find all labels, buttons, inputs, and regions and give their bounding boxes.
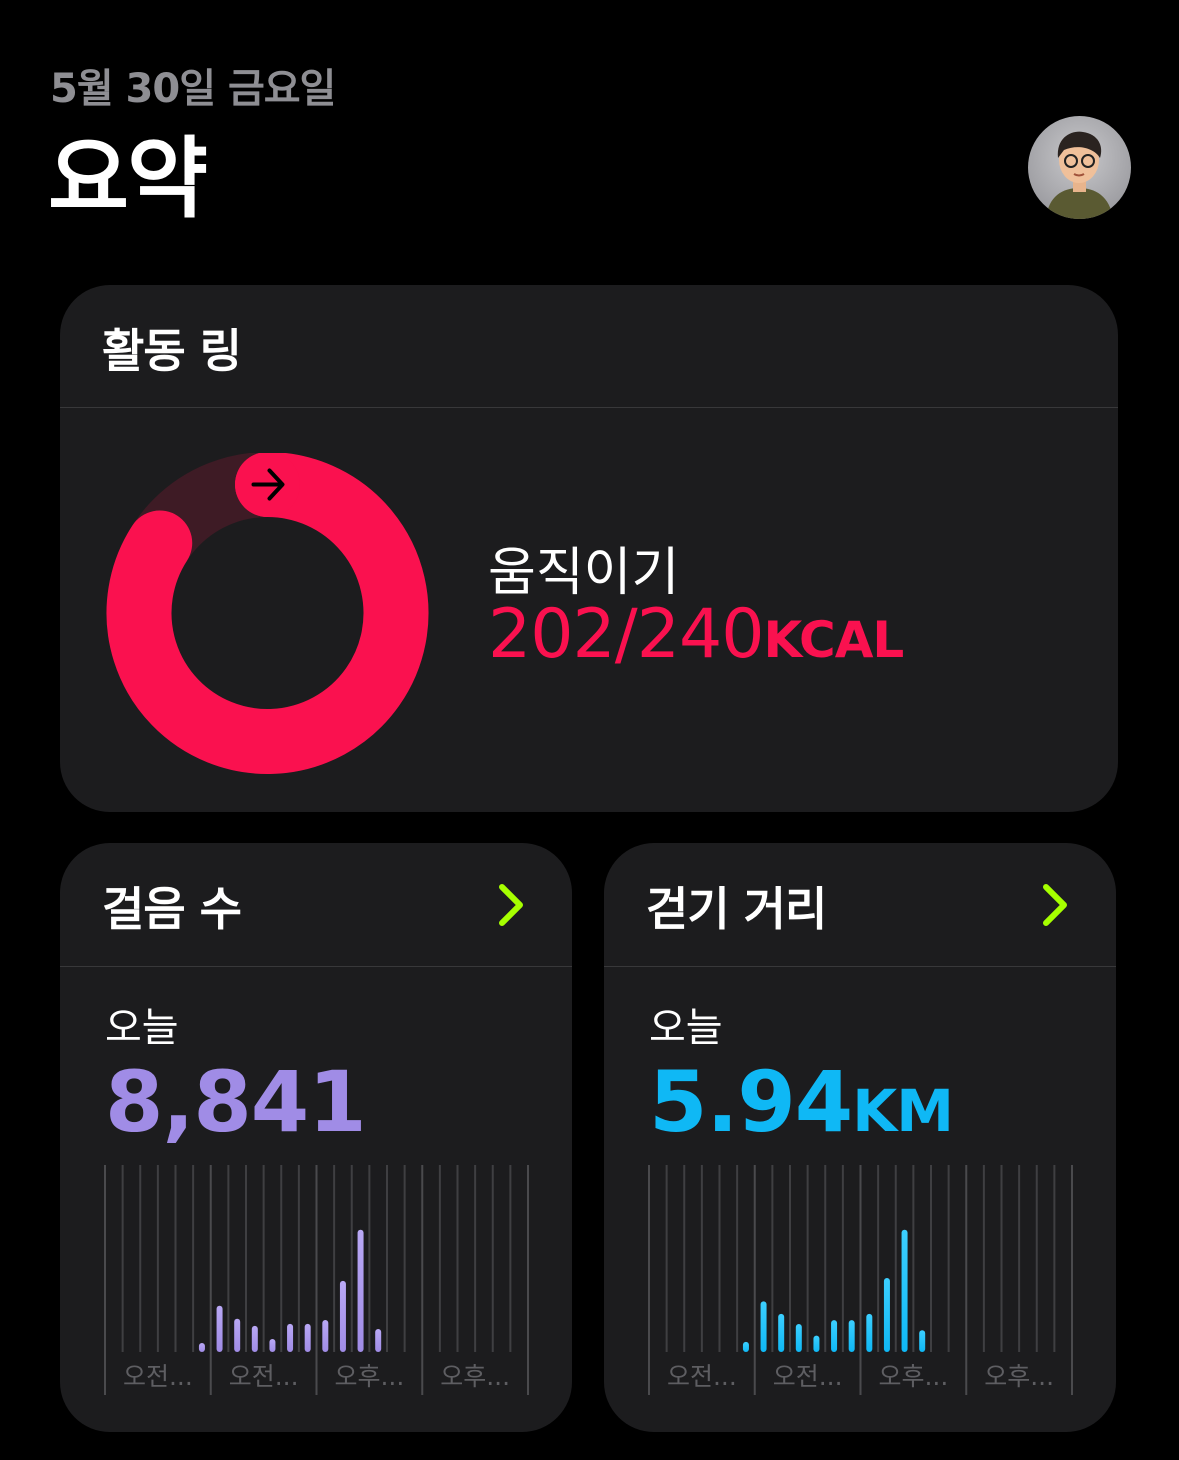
move-value: 202/240KCAL — [488, 595, 905, 674]
x-axis-label: 오후... — [334, 1362, 404, 1391]
chart-bar — [919, 1330, 926, 1352]
chart-bar — [251, 1325, 258, 1352]
chevron-right-icon[interactable] — [1036, 883, 1076, 927]
arrow-right-icon — [251, 468, 285, 501]
chart-bar — [778, 1313, 785, 1352]
chart-bar — [287, 1323, 294, 1352]
x-axis-label: 오후... — [878, 1362, 948, 1391]
chart-bar — [234, 1318, 241, 1352]
chart-bar — [357, 1229, 364, 1352]
distance-number: 5.94 — [649, 1053, 853, 1151]
chart-bar — [901, 1229, 908, 1352]
chart-bar — [795, 1323, 802, 1352]
card-header: 활동 링 — [60, 285, 1118, 408]
chart-bar — [866, 1313, 873, 1352]
steps-value: 8,841 — [105, 1053, 367, 1151]
chart-bar — [742, 1341, 749, 1352]
avatar[interactable] — [1028, 116, 1131, 219]
card-header: 걷기 거리 — [604, 843, 1116, 967]
chart-bar — [831, 1320, 838, 1352]
move-ring — [106, 453, 429, 774]
card-title: 활동 링 — [102, 324, 242, 378]
chart-bar — [339, 1280, 346, 1352]
date-label: 5월 30일 금요일 — [50, 66, 336, 112]
chart-bar — [269, 1339, 276, 1352]
steps-card[interactable]: 걸음 수 오늘 8,841 오전... 오전... 오후... 오후... — [60, 843, 572, 1432]
memoji-avatar-icon — [1046, 131, 1113, 219]
distance-value: 5.94KM — [649, 1053, 954, 1151]
chart-bar — [848, 1320, 855, 1352]
activity-ring-card[interactable]: 활동 링 움직이기 202/240KCAL — [60, 285, 1118, 812]
chart-bar — [375, 1329, 382, 1352]
chart-bar — [322, 1319, 329, 1352]
x-axis-label: 오전... — [667, 1362, 737, 1391]
steps-hourly-chart: 오전... 오전... 오후... 오후... — [104, 1165, 529, 1395]
move-unit: KCAL — [763, 611, 905, 669]
x-axis-label: 오전... — [229, 1362, 299, 1391]
card-title: 걸음 수 — [102, 882, 242, 936]
chevron-right-icon[interactable] — [492, 883, 532, 927]
today-label: 오늘 — [649, 1005, 723, 1051]
chart-bar — [883, 1278, 890, 1352]
ring-progress-arc — [106, 453, 429, 774]
chart-bar — [216, 1305, 223, 1352]
chart-bar — [198, 1342, 205, 1352]
distance-hourly-chart: 오전... 오전... 오후... 오후... — [648, 1165, 1073, 1395]
move-label: 움직이기 — [488, 543, 680, 603]
x-axis-label: 오전... — [123, 1362, 193, 1391]
page-title: 요약 — [48, 127, 208, 230]
distance-unit: KM — [852, 1077, 954, 1145]
x-axis-label: 오전... — [773, 1362, 843, 1391]
x-axis-label: 오후... — [984, 1362, 1054, 1391]
walking-distance-card[interactable]: 걷기 거리 오늘 5.94KM 오전... 오전... 오후... 오후... — [604, 843, 1116, 1432]
chart-bar — [760, 1301, 767, 1352]
move-value-number: 202/240 — [488, 595, 764, 674]
chart-bar — [813, 1335, 820, 1352]
card-title: 걷기 거리 — [646, 882, 827, 936]
chart-bar — [304, 1323, 311, 1352]
x-axis-label: 오후... — [440, 1362, 510, 1391]
card-header: 걸음 수 — [60, 843, 572, 967]
today-label: 오늘 — [105, 1005, 179, 1051]
